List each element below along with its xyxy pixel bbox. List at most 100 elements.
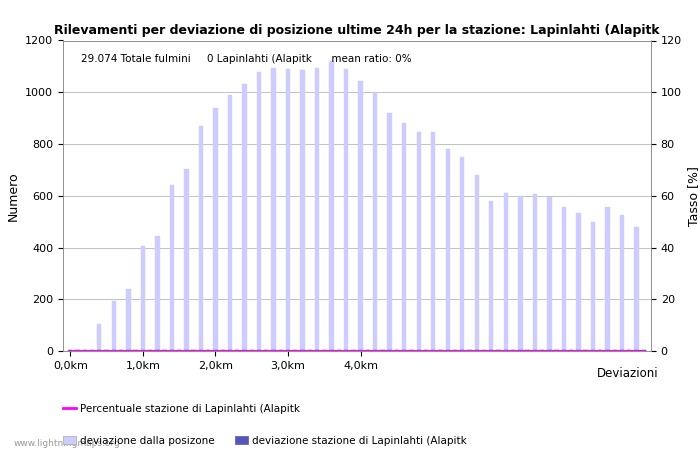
Bar	[162, 350, 167, 351]
Bar	[533, 194, 537, 351]
Bar	[642, 350, 646, 351]
Bar	[97, 350, 102, 351]
Bar	[576, 212, 580, 351]
Bar	[155, 350, 160, 351]
Bar	[322, 350, 326, 351]
Bar	[68, 350, 72, 351]
Bar	[503, 350, 508, 351]
Bar	[489, 350, 493, 351]
Bar	[286, 350, 290, 351]
Bar	[526, 350, 530, 351]
Bar	[148, 350, 153, 351]
Bar	[634, 227, 638, 351]
Bar	[547, 197, 552, 351]
Bar	[620, 215, 624, 351]
Bar	[475, 175, 479, 351]
Bar	[475, 350, 479, 351]
Text: www.lightningmaps.org: www.lightningmaps.org	[14, 439, 120, 448]
Bar	[576, 350, 580, 351]
Bar	[518, 350, 522, 351]
Bar	[134, 350, 138, 351]
Bar	[554, 350, 559, 351]
Bar	[68, 350, 72, 351]
Bar	[416, 350, 421, 351]
Bar	[547, 350, 552, 351]
Bar	[162, 350, 167, 351]
Bar	[627, 350, 631, 351]
Bar	[365, 350, 370, 351]
Bar	[373, 350, 377, 351]
Bar	[365, 350, 370, 351]
Bar	[482, 350, 486, 351]
Bar	[612, 350, 617, 351]
Bar	[235, 350, 239, 351]
Bar	[358, 350, 363, 351]
Bar	[286, 69, 290, 351]
Bar	[155, 236, 160, 351]
Bar	[591, 222, 595, 351]
Bar	[533, 350, 537, 351]
Bar	[242, 85, 246, 351]
Bar	[380, 350, 384, 351]
Bar	[496, 350, 500, 351]
Bar	[395, 350, 399, 351]
Bar	[250, 350, 254, 351]
Bar	[220, 350, 225, 351]
Bar	[402, 350, 407, 351]
Bar	[606, 350, 610, 351]
Bar	[257, 350, 261, 351]
Bar	[90, 350, 95, 351]
Bar	[482, 350, 486, 351]
Bar	[511, 350, 515, 351]
Bar	[272, 350, 276, 351]
Bar	[410, 350, 414, 351]
Bar	[214, 108, 218, 351]
Bar	[554, 350, 559, 351]
Bar	[184, 350, 188, 351]
Bar	[104, 350, 108, 351]
Bar	[584, 350, 588, 351]
Legend: deviazione dalla posizone, deviazione stazione di Lapinlahti (Alapitk: deviazione dalla posizone, deviazione st…	[63, 436, 466, 446]
Bar	[192, 350, 196, 351]
Bar	[206, 350, 211, 351]
Bar	[431, 132, 435, 351]
Bar	[257, 72, 261, 351]
Bar	[598, 350, 603, 351]
Bar	[315, 350, 319, 351]
Bar	[540, 350, 545, 351]
Bar	[337, 350, 341, 351]
Bar	[402, 123, 407, 351]
Bar	[169, 185, 174, 351]
Bar	[598, 350, 603, 351]
Bar	[416, 132, 421, 351]
Bar	[315, 68, 319, 351]
Text: 29.074 Totale fulmini     0 Lapinlahti (Alapitk      mean ratio: 0%: 29.074 Totale fulmini 0 Lapinlahti (Alap…	[80, 54, 412, 64]
Bar	[424, 350, 428, 351]
Bar	[569, 350, 573, 351]
Bar	[395, 350, 399, 351]
Bar	[148, 350, 153, 351]
Bar	[344, 350, 349, 351]
Bar	[322, 350, 326, 351]
Bar	[351, 350, 356, 351]
Bar	[344, 69, 349, 351]
Bar	[358, 81, 363, 351]
Bar	[460, 157, 464, 351]
Bar	[126, 350, 130, 351]
Bar	[453, 350, 457, 351]
Bar	[489, 201, 493, 351]
Y-axis label: Numero: Numero	[6, 171, 20, 220]
Bar	[642, 350, 646, 351]
Bar	[279, 350, 283, 351]
Bar	[76, 350, 80, 351]
Bar	[228, 95, 232, 351]
Bar	[561, 207, 566, 351]
Bar	[438, 350, 442, 351]
Bar	[468, 350, 472, 351]
Bar	[540, 350, 545, 351]
Title: Rilevamenti per deviazione di posizione ultime 24h per la stazione: Lapinlahti (: Rilevamenti per deviazione di posizione …	[54, 23, 660, 36]
Text: Deviazioni: Deviazioni	[596, 367, 658, 380]
Y-axis label: Tasso [%]: Tasso [%]	[687, 166, 700, 226]
Bar	[111, 301, 116, 351]
Bar	[97, 324, 102, 351]
